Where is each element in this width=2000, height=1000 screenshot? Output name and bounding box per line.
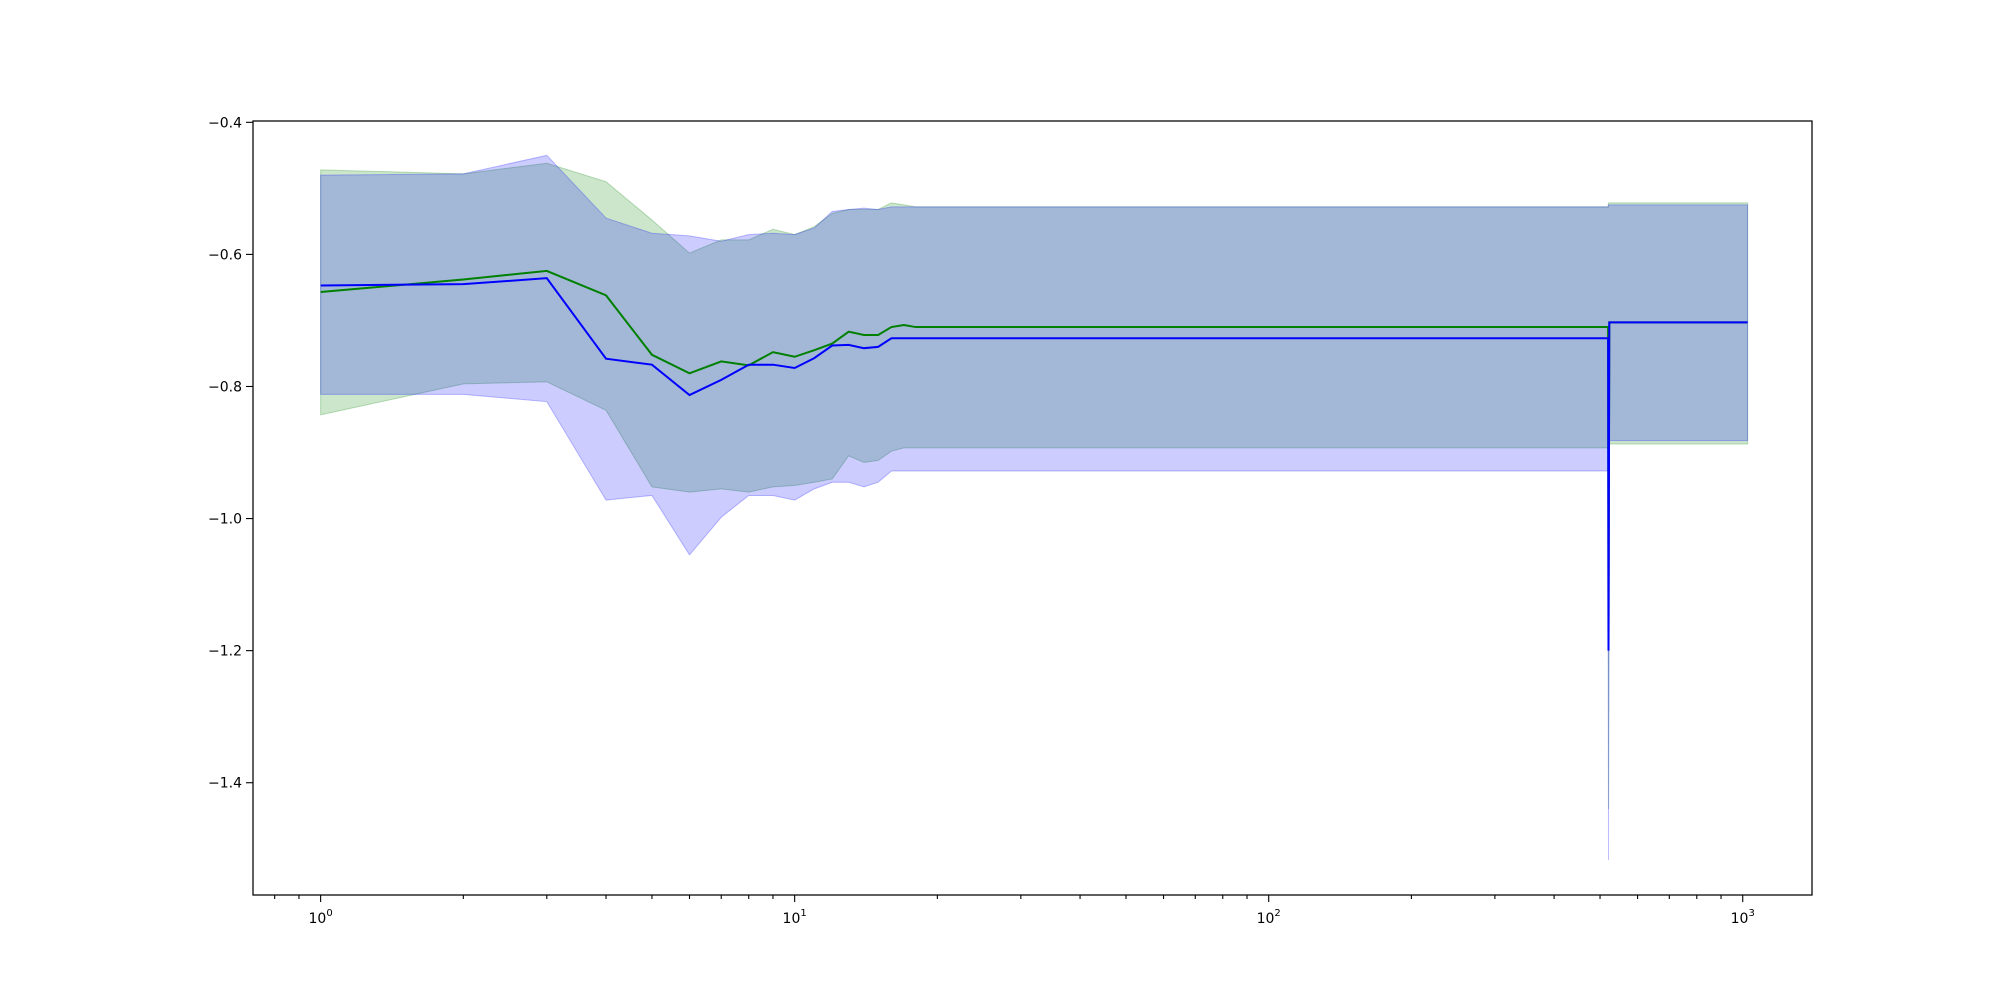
series-line-1 <box>320 269 1748 651</box>
x-tick-label: 102 <box>1257 908 1281 927</box>
confidence-band-2 <box>320 154 1749 861</box>
y-tick-label: −0.4 <box>208 115 242 131</box>
y-tick-label: −1.2 <box>208 644 242 660</box>
y-tick-label: −0.6 <box>208 247 242 263</box>
x-tick-label: 100 <box>309 908 333 927</box>
series-line-2 <box>320 277 1748 651</box>
y-axis: −0.4 −0.6 −0.8 −1.0 −1.2 −1.4 <box>208 115 253 792</box>
x-tick-label: 103 <box>1731 908 1755 927</box>
series-lines <box>320 269 1748 651</box>
confidence-bands <box>320 154 1749 861</box>
x-axis: 100 101 102 103 <box>274 895 1755 927</box>
y-tick-label: −1.4 <box>208 776 242 792</box>
x-tick-label: 101 <box>783 908 807 927</box>
plot-frame <box>252 120 1813 896</box>
y-tick-label: −1.0 <box>208 512 242 528</box>
confidence-band-1 <box>320 162 1749 810</box>
y-tick-label: −0.8 <box>208 379 242 395</box>
